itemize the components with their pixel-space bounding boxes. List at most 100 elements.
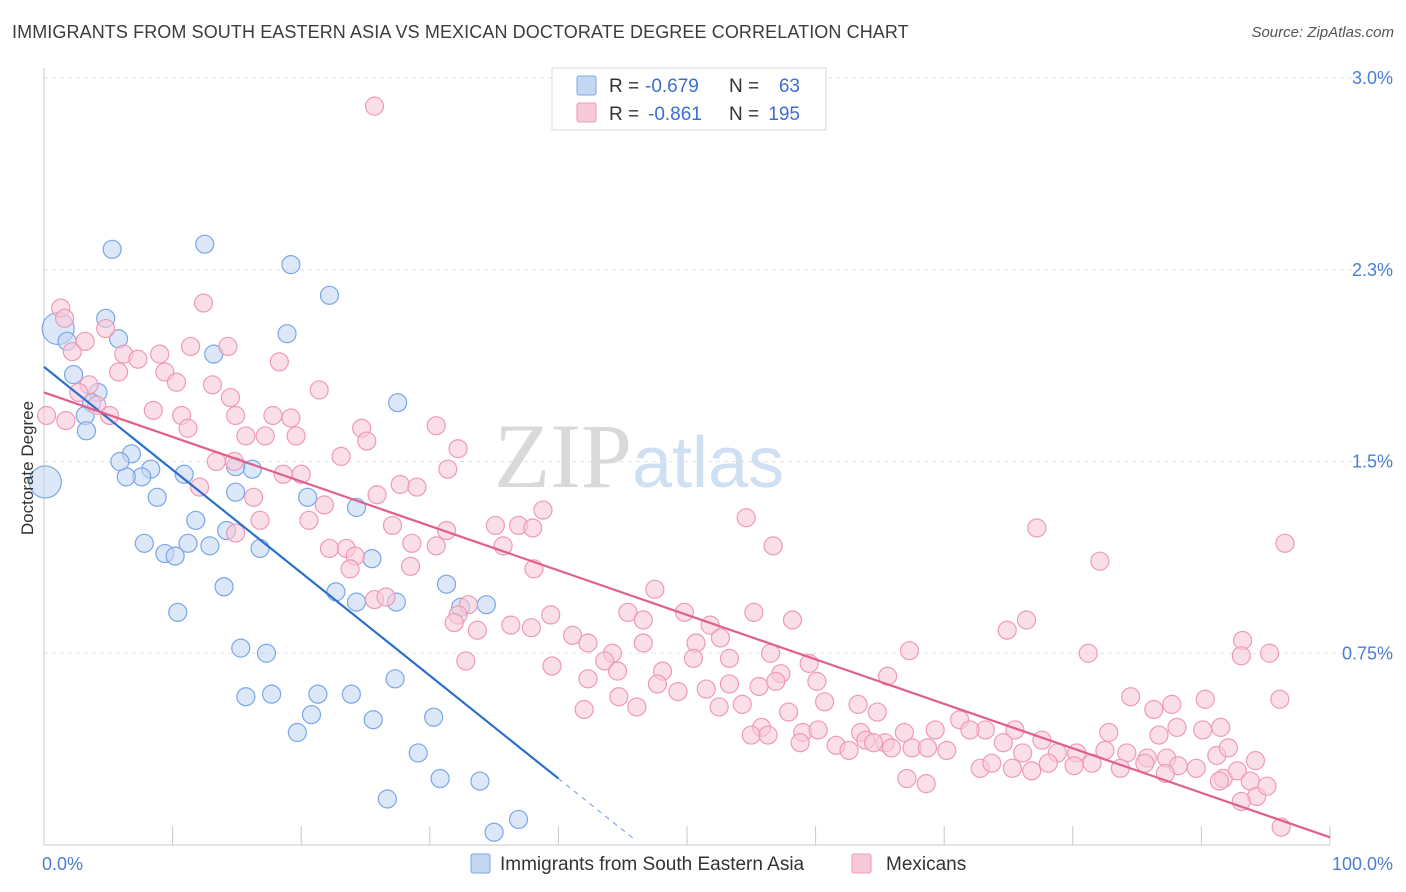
point-mex-38 — [331, 446, 351, 466]
point-mex-173 — [741, 725, 761, 745]
legend-r-label-mex: R = — [609, 104, 639, 125]
point-mex-19 — [309, 380, 329, 400]
y-tick-label-2: 1.5% — [1352, 452, 1393, 472]
point-sea-58 — [377, 789, 397, 809]
point-mex-5 — [62, 341, 82, 362]
point-mex-31 — [236, 426, 256, 446]
point-sea-48 — [262, 684, 282, 704]
point-mex-111 — [1259, 643, 1280, 663]
point-sea-52 — [363, 710, 383, 730]
point-sea-43 — [168, 602, 188, 622]
point-mex-134 — [709, 697, 729, 717]
point-mex-13 — [269, 352, 289, 372]
watermark: ZIP atlas — [494, 405, 784, 507]
point-mex-3 — [54, 308, 75, 328]
point-mex-115 — [719, 674, 740, 694]
legend-n-label-sea: N = — [729, 76, 759, 97]
data-points — [28, 96, 1295, 842]
point-mex-0 — [364, 96, 385, 116]
x-tick-label-min: 0.0% — [42, 854, 83, 874]
point-sea-55 — [408, 743, 428, 763]
point-mex-178 — [1002, 758, 1022, 778]
point-mex-89 — [578, 633, 598, 653]
legend-box — [551, 67, 827, 131]
point-sea-13 — [388, 393, 408, 413]
point-mex-100 — [683, 648, 704, 668]
point-mex-171 — [1218, 738, 1239, 758]
watermark-atlas: atlas — [632, 423, 784, 503]
point-mex-46 — [390, 474, 410, 495]
point-mex-14 — [108, 362, 129, 382]
point-mex-53 — [485, 515, 505, 536]
point-mex-2 — [193, 293, 214, 313]
x-tick-label-max: 100.0% — [1332, 854, 1393, 874]
series-swatch-mex — [851, 853, 872, 874]
point-mex-145 — [1149, 725, 1169, 745]
point-mex-172 — [1245, 751, 1266, 771]
point-sea-38 — [326, 582, 346, 602]
point-mex-45 — [244, 487, 264, 507]
point-mex-52 — [533, 500, 553, 520]
point-mex-17 — [202, 375, 223, 395]
point-mex-81 — [744, 602, 764, 622]
point-mex-8 — [150, 344, 170, 364]
point-sea-15 — [76, 421, 97, 441]
point-mex-101 — [719, 648, 740, 668]
trend-line-mex — [43, 391, 1331, 839]
point-mex-36 — [426, 416, 446, 436]
point-mex-58 — [523, 518, 543, 538]
point-mex-161 — [1013, 743, 1033, 763]
point-mex-148 — [1211, 717, 1231, 737]
point-mex-57 — [226, 523, 246, 543]
point-mex-30 — [178, 418, 198, 438]
point-mex-119 — [815, 692, 835, 712]
point-mex-190 — [1257, 776, 1277, 796]
point-mex-127 — [1195, 689, 1215, 709]
point-sea-37 — [214, 577, 234, 597]
point-mex-112 — [578, 669, 598, 689]
point-mex-93 — [633, 610, 653, 630]
point-mex-27 — [263, 405, 283, 426]
point-mex-68 — [1090, 551, 1110, 571]
point-mex-105 — [899, 641, 920, 661]
series-legend: Immigrants from South Eastern Asia Mexic… — [470, 853, 966, 875]
point-mex-82 — [782, 610, 803, 630]
point-mex-158 — [937, 740, 957, 761]
point-mex-144 — [1099, 722, 1119, 743]
point-mex-195 — [897, 768, 917, 789]
point-mex-147 — [1193, 720, 1213, 740]
point-sea-2 — [281, 255, 301, 275]
point-mex-126 — [1162, 694, 1182, 714]
point-sea-54 — [287, 722, 307, 743]
point-mex-114 — [647, 674, 668, 694]
point-mex-133 — [696, 679, 716, 699]
point-mex-75 — [376, 587, 396, 607]
grid-lines — [44, 77, 1390, 654]
point-mex-124 — [1121, 687, 1141, 707]
point-mex-23 — [143, 400, 163, 420]
point-mex-157 — [917, 738, 938, 758]
point-sea-62 — [110, 451, 130, 472]
point-mex-110 — [1231, 646, 1251, 666]
trend-lines — [43, 366, 1331, 841]
point-mex-155 — [881, 738, 902, 758]
point-mex-44 — [190, 477, 210, 497]
point-sea-56 — [430, 768, 450, 789]
point-mex-106 — [997, 620, 1017, 640]
point-sea-45 — [256, 643, 277, 663]
point-mex-79 — [674, 602, 695, 622]
chart-title: IMMIGRANTS FROM SOUTH EASTERN ASIA VS ME… — [12, 22, 909, 42]
point-sea-9 — [277, 324, 297, 344]
point-mex-33 — [286, 426, 306, 446]
point-mex-194 — [916, 774, 936, 794]
point-sea-3 — [319, 285, 340, 305]
y-tick-labels: 3.0% 2.3% 1.5% 0.75% — [1342, 68, 1393, 663]
point-mex-62 — [319, 538, 340, 559]
point-mex-84 — [467, 620, 487, 640]
point-mex-130 — [609, 687, 629, 707]
point-sea-44 — [231, 638, 251, 658]
point-mex-121 — [867, 702, 887, 722]
point-mex-49 — [367, 485, 387, 505]
correlation-legend: R = -0.679 N = 63 R = -0.861 N = 195 — [551, 67, 827, 131]
point-mex-98 — [456, 651, 476, 671]
